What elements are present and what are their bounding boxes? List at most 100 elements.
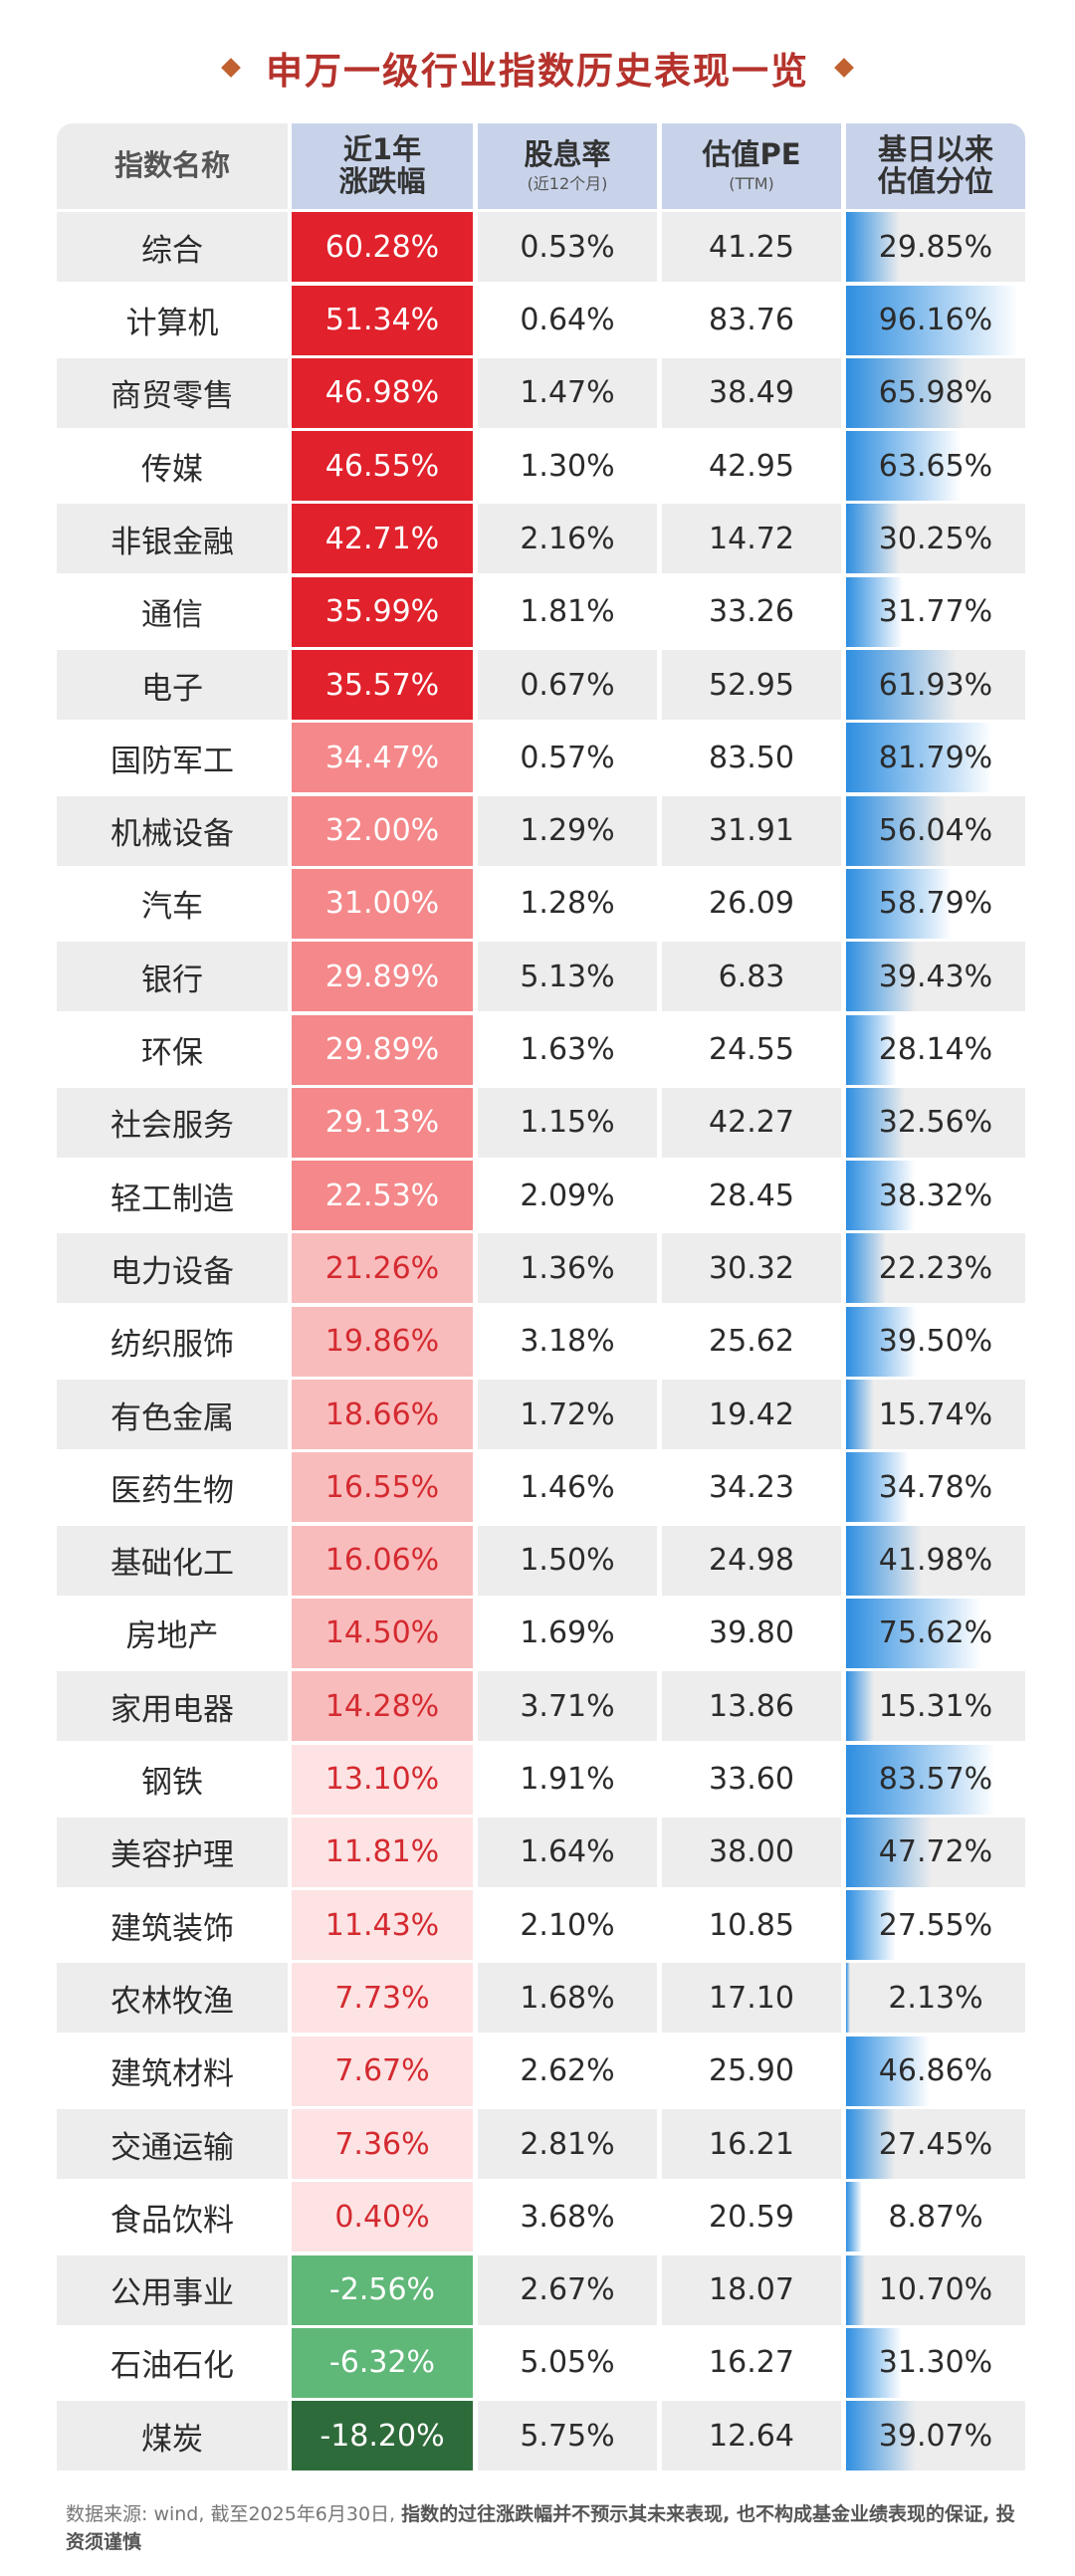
percentile-bar xyxy=(846,795,947,866)
percentile-value: 39.07% xyxy=(878,2418,993,2454)
percentile-value: 47.72% xyxy=(878,1834,993,1870)
pe-cell: 83.76 xyxy=(662,285,841,355)
percentile-bar xyxy=(846,2182,862,2253)
percentile-cell: 63.65% xyxy=(846,431,1025,502)
percentile-bar xyxy=(846,1817,932,1887)
dividend-yield-cell: 2.09% xyxy=(478,1161,657,1231)
change-cell: 34.47% xyxy=(292,723,473,793)
percentile-value: 22.23% xyxy=(878,1250,993,1286)
industry-name-cell: 机械设备 xyxy=(57,795,288,866)
change-cell: -18.20% xyxy=(292,2401,473,2471)
industry-name-cell: 医药生物 xyxy=(57,1452,288,1523)
industry-name-cell: 煤炭 xyxy=(57,2401,288,2471)
percentile-value: 58.79% xyxy=(878,886,993,922)
dividend-yield-cell: 2.67% xyxy=(478,2254,657,2325)
change-cell: 16.06% xyxy=(292,1525,473,1596)
industry-name-cell: 房地产 xyxy=(57,1598,288,1668)
percentile-value: 8.87% xyxy=(888,2199,983,2235)
title-text: 申万一级行业指数历史表现一览 xyxy=(266,50,809,93)
percentile-bar xyxy=(846,1671,874,1742)
pe-cell: 13.86 xyxy=(662,1671,841,1742)
change-cell: 0.40% xyxy=(292,2182,473,2253)
table-row: 美容护理 11.81% 1.64% 38.00 47.72% xyxy=(57,1817,1025,1887)
change-cell: 14.28% xyxy=(292,1671,473,1742)
percentile-bar xyxy=(846,576,904,647)
percentile-cell: 8.87% xyxy=(846,2182,1025,2253)
percentile-cell: 10.70% xyxy=(846,2254,1025,2325)
table-row: 国防军工 34.47% 0.57% 83.50 81.79% xyxy=(57,723,1025,793)
percentile-bar xyxy=(846,357,965,428)
industry-name-cell: 传媒 xyxy=(57,431,288,502)
industry-name-cell: 基础化工 xyxy=(57,1525,288,1596)
percentile-value: 34.78% xyxy=(878,1469,993,1505)
pe-cell: 16.27 xyxy=(662,2327,841,2398)
percentile-cell: 56.04% xyxy=(846,795,1025,866)
header-pe-label: 估值PE xyxy=(702,137,801,172)
table-row: 交通运输 7.36% 2.81% 16.21 27.45% xyxy=(57,2109,1025,2180)
percentile-bar xyxy=(846,1233,886,1304)
percentile-value: 46.86% xyxy=(878,2053,993,2089)
dividend-yield-cell: 3.71% xyxy=(478,1671,657,1742)
pe-cell: 12.64 xyxy=(662,2401,841,2471)
percentile-bar xyxy=(846,1306,918,1377)
table-body: 综合 60.28% 0.53% 41.25 29.85% 计算机 51.34% 0.64% 83… xyxy=(57,212,1025,2471)
industry-name-cell: 石油石化 xyxy=(57,2327,288,2398)
percentile-value: 38.32% xyxy=(878,1178,993,1213)
percentile-bar xyxy=(846,1525,922,1596)
industry-name-cell: 农林牧渔 xyxy=(57,1963,288,2034)
pe-cell: 19.42 xyxy=(662,1380,841,1450)
change-cell: 18.66% xyxy=(292,1380,473,1450)
table-row: 基础化工 16.06% 1.50% 24.98 41.98% xyxy=(57,1525,1025,1596)
percentile-bar xyxy=(846,942,917,1012)
pe-cell: 42.95 xyxy=(662,431,841,502)
percentile-value: 96.16% xyxy=(878,303,993,338)
industry-name-cell: 通信 xyxy=(57,576,288,647)
industry-name-cell: 建筑装饰 xyxy=(57,1890,288,1961)
percentile-value: 28.14% xyxy=(878,1032,993,1068)
pe-cell: 34.23 xyxy=(662,1452,841,1523)
change-cell: 60.28% xyxy=(292,212,473,283)
table-row: 商贸零售 46.98% 1.47% 38.49 65.98% xyxy=(57,357,1025,428)
percentile-bar xyxy=(846,2109,896,2180)
percentile-bar xyxy=(846,1161,915,1231)
percentile-value: 56.04% xyxy=(878,813,993,849)
pe-cell: 42.27 xyxy=(662,1087,841,1158)
percentile-value: 10.70% xyxy=(878,2272,993,2308)
table-row: 建筑材料 7.67% 2.62% 25.90 46.86% xyxy=(57,2036,1025,2106)
table-row: 钢铁 13.10% 1.91% 33.60 83.57% xyxy=(57,1744,1025,1815)
percentile-cell: 2.13% xyxy=(846,1963,1025,2034)
industry-name-cell: 钢铁 xyxy=(57,1744,288,1815)
table-row: 煤炭 -18.20% 5.75% 12.64 39.07% xyxy=(57,2401,1025,2471)
dividend-yield-cell: 1.72% xyxy=(478,1380,657,1450)
header-percentile: 基日以来 估值分位 xyxy=(846,123,1025,209)
percentile-bar xyxy=(846,1380,875,1450)
change-cell: 51.34% xyxy=(292,285,473,355)
percentile-bar xyxy=(846,868,952,939)
pe-cell: 30.32 xyxy=(662,1233,841,1304)
pe-cell: 25.90 xyxy=(662,2036,841,2106)
percentile-cell: 15.74% xyxy=(846,1380,1025,1450)
header-percentile-line1: 基日以来 xyxy=(877,132,993,167)
percentile-value: 31.30% xyxy=(878,2345,993,2381)
dividend-yield-cell: 0.53% xyxy=(478,212,657,283)
percentile-bar xyxy=(846,1598,982,1668)
change-cell: 22.53% xyxy=(292,1161,473,1231)
percentile-bar xyxy=(846,1087,905,1158)
pe-cell: 83.50 xyxy=(662,723,841,793)
dividend-yield-cell: 1.50% xyxy=(478,1525,657,1596)
percentile-value: 81.79% xyxy=(878,740,993,775)
industry-name-cell: 食品饮料 xyxy=(57,2182,288,2253)
change-cell: 31.00% xyxy=(292,868,473,939)
percentile-value: 2.13% xyxy=(888,1980,983,2016)
diamond-icon-right xyxy=(834,58,854,78)
percentile-cell: 83.57% xyxy=(846,1744,1025,1815)
dividend-yield-cell: 1.36% xyxy=(478,1233,657,1304)
change-cell: 35.57% xyxy=(292,650,473,721)
footer-note: 数据来源: wind, 截至2025年6月30日, 指数的过往涨跌幅并不预示其未… xyxy=(66,2500,1021,2556)
header-pe-sub: (TTM) xyxy=(729,174,774,194)
pe-cell: 14.72 xyxy=(662,504,841,574)
table-header: 指数名称 近1年 涨跌幅 股息率 (近12个月) 估值PE (TTM) 基日以来… xyxy=(57,123,1025,209)
percentile-cell: 27.55% xyxy=(846,1890,1025,1961)
percentile-cell: 27.45% xyxy=(846,2109,1025,2180)
dividend-yield-cell: 1.81% xyxy=(478,576,657,647)
